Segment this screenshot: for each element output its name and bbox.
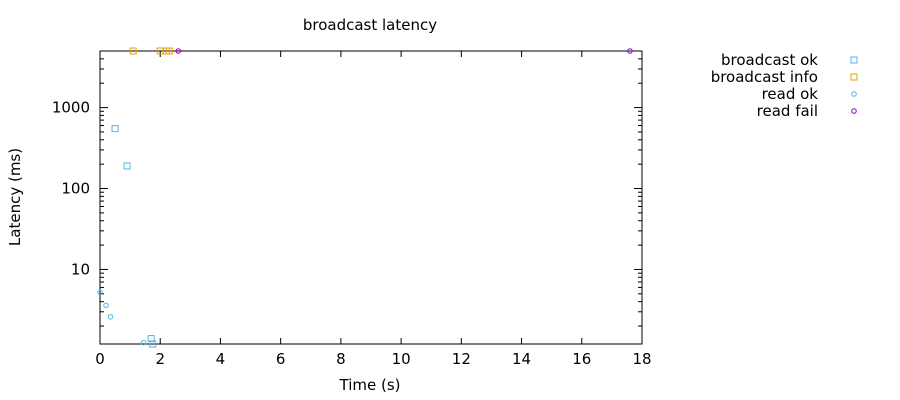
y-tick-label: 10 (71, 260, 90, 278)
plot-area (99, 50, 643, 345)
series-broadcast-info (129, 47, 173, 55)
series-read-fail (175, 48, 633, 54)
data-point (140, 339, 147, 346)
data-series (97, 47, 633, 348)
x-tick-label: 4 (216, 350, 226, 368)
data-point (149, 340, 157, 348)
x-axis-ticks: 0 2 4 6 8 10 12 14 16 18 (95, 51, 652, 368)
x-tick-label: 18 (632, 350, 651, 368)
data-point (851, 91, 857, 97)
x-tick-label: 12 (452, 350, 471, 368)
data-point (129, 47, 137, 55)
data-point (97, 289, 103, 296)
x-tick-label: 8 (336, 350, 346, 368)
data-point (165, 47, 173, 55)
x-tick-label: 2 (155, 350, 165, 368)
y-tick-label: 1000 (52, 99, 90, 117)
x-tick-label: 10 (392, 350, 411, 368)
data-point (147, 335, 155, 343)
legend-label: broadcast info (711, 68, 818, 86)
x-tick-label: 16 (572, 350, 591, 368)
y-axis-ticks: 10 100 1000 (52, 58, 642, 327)
x-tick-label: 0 (95, 350, 105, 368)
data-point (111, 125, 119, 133)
y-axis-label: Latency (ms) (6, 148, 24, 246)
series-broadcast-ok (111, 125, 157, 348)
data-point (107, 314, 114, 320)
x-tick-label: 14 (512, 350, 531, 368)
data-point (850, 56, 858, 64)
series-read-ok (97, 289, 147, 346)
data-point (850, 73, 858, 81)
data-point (123, 162, 131, 170)
data-point (103, 302, 109, 309)
chart-title: broadcast latency (303, 16, 437, 34)
data-point (851, 108, 857, 114)
data-point (627, 48, 633, 54)
legend-label: read fail (757, 102, 818, 120)
legend-label: read ok (762, 85, 819, 103)
legend-label: broadcast ok (721, 51, 818, 69)
y-tick-label: 100 (61, 180, 90, 198)
x-tick-label: 6 (276, 350, 286, 368)
data-point (175, 48, 182, 54)
x-axis-label: Time (s) (339, 376, 401, 394)
plot-frame (99, 50, 643, 345)
